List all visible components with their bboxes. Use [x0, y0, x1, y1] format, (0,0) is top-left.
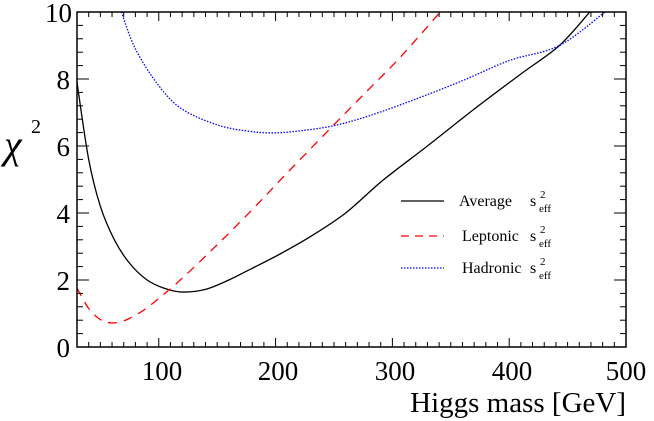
- legend-sup: 2: [540, 224, 546, 236]
- series-average-line: [77, 12, 591, 293]
- legend-symbol: s: [530, 260, 536, 277]
- legend-sup: 2: [540, 256, 546, 268]
- y-axis-title: χ: [0, 122, 23, 167]
- x-tick-400: 400: [492, 356, 533, 386]
- series-hadronic-line: [120, 12, 606, 134]
- x-tick-100: 100: [142, 356, 183, 386]
- x-tick-500: 500: [606, 356, 647, 386]
- y-tick-6: 6: [57, 132, 71, 162]
- y-tick-4: 4: [57, 199, 71, 229]
- x-tick-200: 200: [258, 356, 299, 386]
- legend-label-leptonic: Leptonic: [462, 228, 519, 245]
- plot-frame: [76, 11, 627, 348]
- legend-label-hadronic: Hadronic: [462, 260, 522, 277]
- y-tick-8: 8: [57, 65, 71, 95]
- x-tick-300: 300: [375, 356, 416, 386]
- y-axis-title-sup: 2: [31, 116, 41, 138]
- axis-ticks: [76, 11, 627, 348]
- series-leptonic-line: [77, 12, 441, 324]
- legend-label-average: Average: [459, 193, 512, 210]
- legend-symbol: s: [530, 228, 536, 245]
- x-axis-title: Higgs mass [GeV]: [410, 387, 626, 419]
- legend-symbol: s: [530, 193, 536, 210]
- y-tick-2: 2: [57, 266, 71, 296]
- legend-sup: 2: [540, 189, 546, 201]
- legend: Average s 2 eff Leptonic s 2 eff Hadroni…: [401, 189, 551, 282]
- legend-sub: eff: [539, 238, 551, 250]
- y-tick-0: 0: [57, 333, 71, 363]
- legend-sub: eff: [539, 203, 551, 215]
- plot-area: [77, 12, 606, 324]
- y-tick-10: 10: [45, 0, 72, 28]
- legend-sub: eff: [539, 270, 551, 282]
